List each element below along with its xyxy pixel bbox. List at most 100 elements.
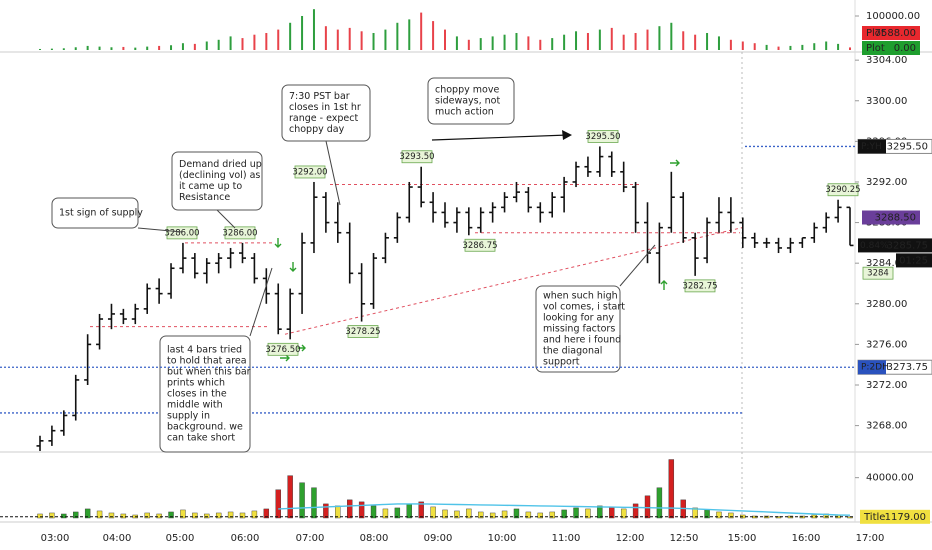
plot-bar [265,32,268,50]
price-label: 3286.75 [462,241,497,251]
volume-bar [728,512,734,519]
volume-bar [311,487,317,519]
plot-bar [170,45,173,50]
plot-bar [98,46,101,50]
volume-bar [632,503,639,519]
plot-bar [158,45,161,50]
price-label: 3286.00 [222,228,257,238]
badge [862,26,920,40]
plot-bar [551,38,554,50]
callout-box [51,197,139,229]
x-tick-label: 12:50 [670,533,699,544]
callout-pointer [249,267,273,337]
volume-bar [335,505,341,519]
price-label-box [401,150,433,164]
price-label: 3284 [867,269,889,279]
plot-bar [50,48,53,50]
plot-bar [491,36,494,50]
callout-text: it came up to [179,181,242,192]
price-label-box [294,165,326,179]
plot-bar [408,19,411,50]
plot-bar [193,43,196,50]
price-label-box [267,342,299,356]
badge [860,509,930,524]
callout-text: looking for any [543,313,614,324]
plot-bar [646,29,649,50]
volume-bar [692,507,698,519]
y-tick-label: 3304.00 [866,55,907,66]
volume-bar [251,510,258,519]
plot-bar [86,45,89,50]
x-tick-label: 06:00 [231,533,260,544]
plot-bar [777,46,780,50]
volume-bar [299,482,305,519]
volume-bar [156,513,162,519]
x-tick-label: 07:00 [296,533,325,544]
y-tick-label: 3284.00 [866,258,907,269]
plot-bar [717,36,720,50]
plot-bar [372,32,375,50]
callout-text: Demand dried up [179,159,262,170]
volume-bar [263,508,270,519]
price-label: 3286.00 [164,228,199,238]
callout-text: 1st sign of supply [59,208,143,219]
badge-value: 0.00 [894,43,916,54]
volume-bar [644,495,651,519]
volume-bar [668,459,675,519]
volume-bar [84,508,91,519]
callout-text: 7:30 PST bar [289,91,350,102]
x-tick-label: 16:00 [792,533,821,544]
volume-bar [73,511,79,519]
volume-bar [287,475,293,519]
plot-bar [420,12,423,51]
price-label: 3276.50 [265,345,300,355]
badge-tag [858,139,886,154]
y-tick-label: 40000.00 [866,473,914,484]
callout-text: middle with [167,400,223,411]
badge-value: 3288.50 [875,213,916,224]
badge-name: P:YH [861,142,882,152]
price-label-box [166,226,198,240]
plot-bar [539,39,542,50]
callout-text: last 4 bars tried [167,345,242,356]
callout-text: when such high [543,291,618,302]
callout-text: support [543,357,580,368]
volume-bar [489,512,496,519]
plot-bar [586,32,589,50]
callout-box [281,84,371,142]
volume-bar [370,505,377,519]
volume-bar [61,513,67,519]
callout-text: can take short [167,433,235,444]
volume-bar [656,487,663,519]
plot-bar [348,27,351,50]
callout-pointer [216,209,236,229]
volume-bar [525,511,532,519]
signal-arrows [274,159,680,362]
callout-text: sideways, not [435,96,500,107]
arrow-head [562,130,572,140]
x-tick-label: 15:00 [728,533,757,544]
x-tick-label: 03:00 [41,533,70,544]
plot-bar [789,45,792,50]
annotation-arrow [431,134,569,141]
y-tick-label: 3272.00 [866,380,907,391]
price-label-box [464,238,496,252]
y-tick-label: 3268.00 [866,421,907,432]
plot-bar [289,22,292,50]
volume-bar [501,510,508,519]
plot-bar [527,36,530,50]
volume-bar [323,503,329,519]
callout-box [427,77,515,125]
volume-bar [192,512,198,519]
plot-bar [741,41,744,50]
badge-name: 0.84% [860,241,889,251]
price-label: 3295.50 [585,132,620,142]
volume-bar [561,509,567,519]
volume-bar [215,512,222,519]
plot-bar [110,47,113,50]
callout-text: (declining vol) as [179,170,260,181]
y-tick-label: 3276.00 [866,339,907,350]
plot-bar [301,15,304,50]
volume-bar [585,508,591,519]
